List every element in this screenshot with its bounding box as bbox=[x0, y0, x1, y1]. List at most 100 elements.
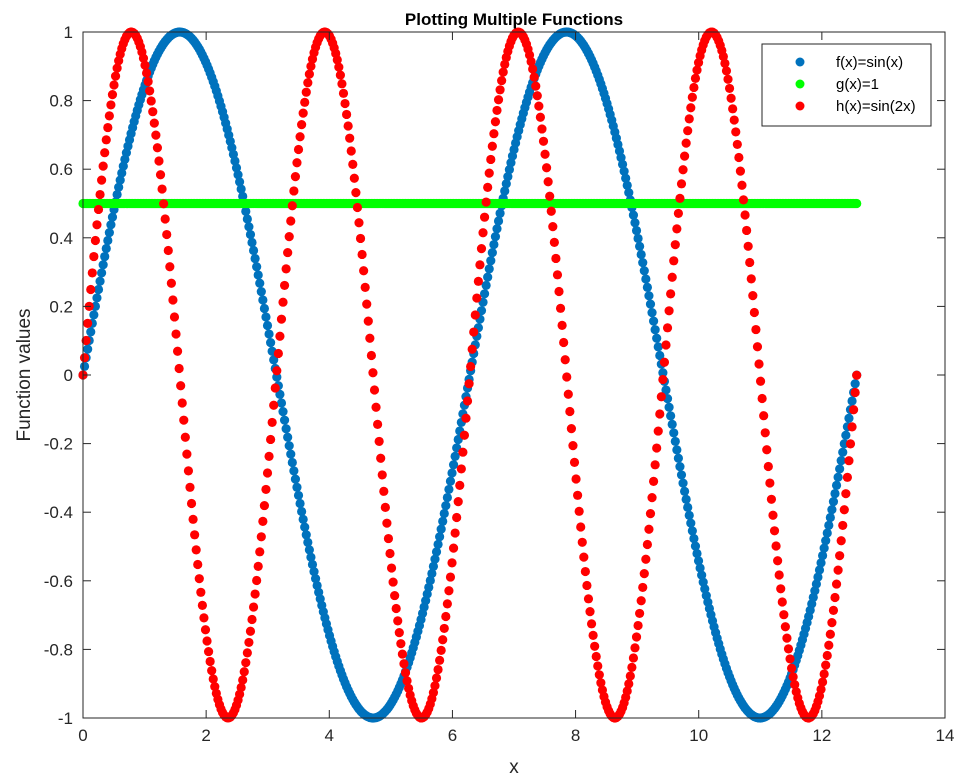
data-point bbox=[754, 359, 764, 369]
data-point bbox=[680, 151, 690, 161]
data-point bbox=[749, 307, 759, 318]
data-point bbox=[444, 484, 454, 495]
data-point bbox=[484, 264, 494, 274]
data-point bbox=[675, 193, 685, 203]
data-point bbox=[109, 80, 119, 90]
data-point bbox=[191, 545, 201, 555]
data-point bbox=[681, 494, 691, 505]
data-point bbox=[233, 170, 243, 180]
data-point bbox=[779, 610, 789, 620]
data-point bbox=[650, 325, 660, 335]
data-point bbox=[622, 180, 632, 190]
data-point bbox=[157, 184, 167, 194]
data-point bbox=[456, 464, 466, 474]
data-point bbox=[693, 556, 704, 566]
data-point bbox=[247, 237, 257, 248]
data-point bbox=[487, 247, 497, 258]
data-point bbox=[814, 565, 825, 575]
data-point bbox=[653, 342, 663, 352]
data-point bbox=[686, 103, 696, 113]
data-point bbox=[841, 489, 851, 499]
data-point bbox=[574, 506, 584, 516]
data-point bbox=[479, 289, 490, 299]
legend-label: h(x)=sin(2x) bbox=[836, 98, 916, 115]
data-point bbox=[106, 100, 116, 110]
data-point bbox=[838, 520, 848, 531]
data-point bbox=[383, 533, 394, 544]
data-point bbox=[555, 303, 566, 313]
data-point bbox=[430, 554, 440, 564]
data-point bbox=[349, 173, 359, 183]
data-point bbox=[594, 670, 604, 680]
data-point bbox=[673, 453, 684, 463]
data-point bbox=[476, 244, 487, 254]
data-point bbox=[149, 118, 159, 128]
data-point bbox=[847, 422, 857, 432]
data-point bbox=[341, 109, 352, 120]
data-point bbox=[95, 276, 105, 286]
data-point bbox=[388, 577, 398, 587]
data-point bbox=[543, 177, 553, 187]
data-point bbox=[259, 303, 270, 314]
legend-label: f(x)=sin(x) bbox=[836, 54, 903, 71]
data-point bbox=[504, 165, 514, 175]
data-point bbox=[850, 379, 860, 389]
data-point bbox=[427, 568, 437, 579]
data-point bbox=[309, 567, 319, 577]
data-point bbox=[692, 548, 702, 559]
data-point bbox=[681, 138, 691, 148]
data-point bbox=[79, 353, 90, 363]
data-point bbox=[452, 512, 462, 523]
data-point bbox=[628, 653, 639, 663]
data-point bbox=[818, 677, 828, 687]
data-point bbox=[154, 156, 164, 166]
data-point bbox=[746, 274, 756, 284]
data-point bbox=[304, 545, 314, 555]
data-point bbox=[661, 385, 671, 395]
data-point bbox=[560, 355, 570, 365]
data-point bbox=[635, 608, 645, 619]
data-point bbox=[442, 492, 452, 503]
data-point bbox=[529, 72, 539, 82]
data-point bbox=[645, 509, 656, 519]
data-point bbox=[777, 597, 787, 607]
data-point bbox=[351, 188, 361, 198]
data-point bbox=[87, 268, 97, 278]
data-point bbox=[593, 661, 603, 671]
data-point bbox=[239, 667, 249, 677]
data-point bbox=[262, 320, 273, 331]
data-point bbox=[190, 530, 200, 540]
data-point bbox=[500, 59, 510, 69]
data-point bbox=[293, 490, 304, 501]
data-point bbox=[675, 462, 685, 472]
data-point bbox=[483, 272, 493, 282]
data-point bbox=[479, 212, 490, 222]
data-point bbox=[813, 572, 823, 582]
data-point bbox=[478, 228, 488, 238]
data-point bbox=[568, 440, 578, 451]
data-point bbox=[743, 241, 753, 251]
data-point bbox=[633, 620, 643, 631]
data-point bbox=[493, 216, 504, 226]
data-point bbox=[839, 505, 849, 515]
data-point bbox=[289, 466, 299, 476]
data-point bbox=[785, 654, 795, 664]
data-point bbox=[172, 346, 183, 356]
data-point bbox=[448, 543, 459, 553]
data-point bbox=[203, 646, 214, 657]
data-point bbox=[495, 85, 505, 95]
data-point bbox=[100, 251, 110, 262]
data-point bbox=[368, 368, 378, 378]
data-point bbox=[248, 245, 259, 256]
data-point bbox=[252, 575, 262, 586]
data-point bbox=[487, 141, 497, 151]
data-point bbox=[666, 411, 676, 421]
x-tick-label: 8 bbox=[571, 726, 580, 745]
data-point bbox=[112, 189, 122, 200]
data-point bbox=[238, 191, 248, 201]
data-point bbox=[687, 526, 697, 536]
data-point bbox=[490, 232, 501, 242]
data-point bbox=[565, 406, 575, 417]
data-point bbox=[207, 665, 217, 676]
